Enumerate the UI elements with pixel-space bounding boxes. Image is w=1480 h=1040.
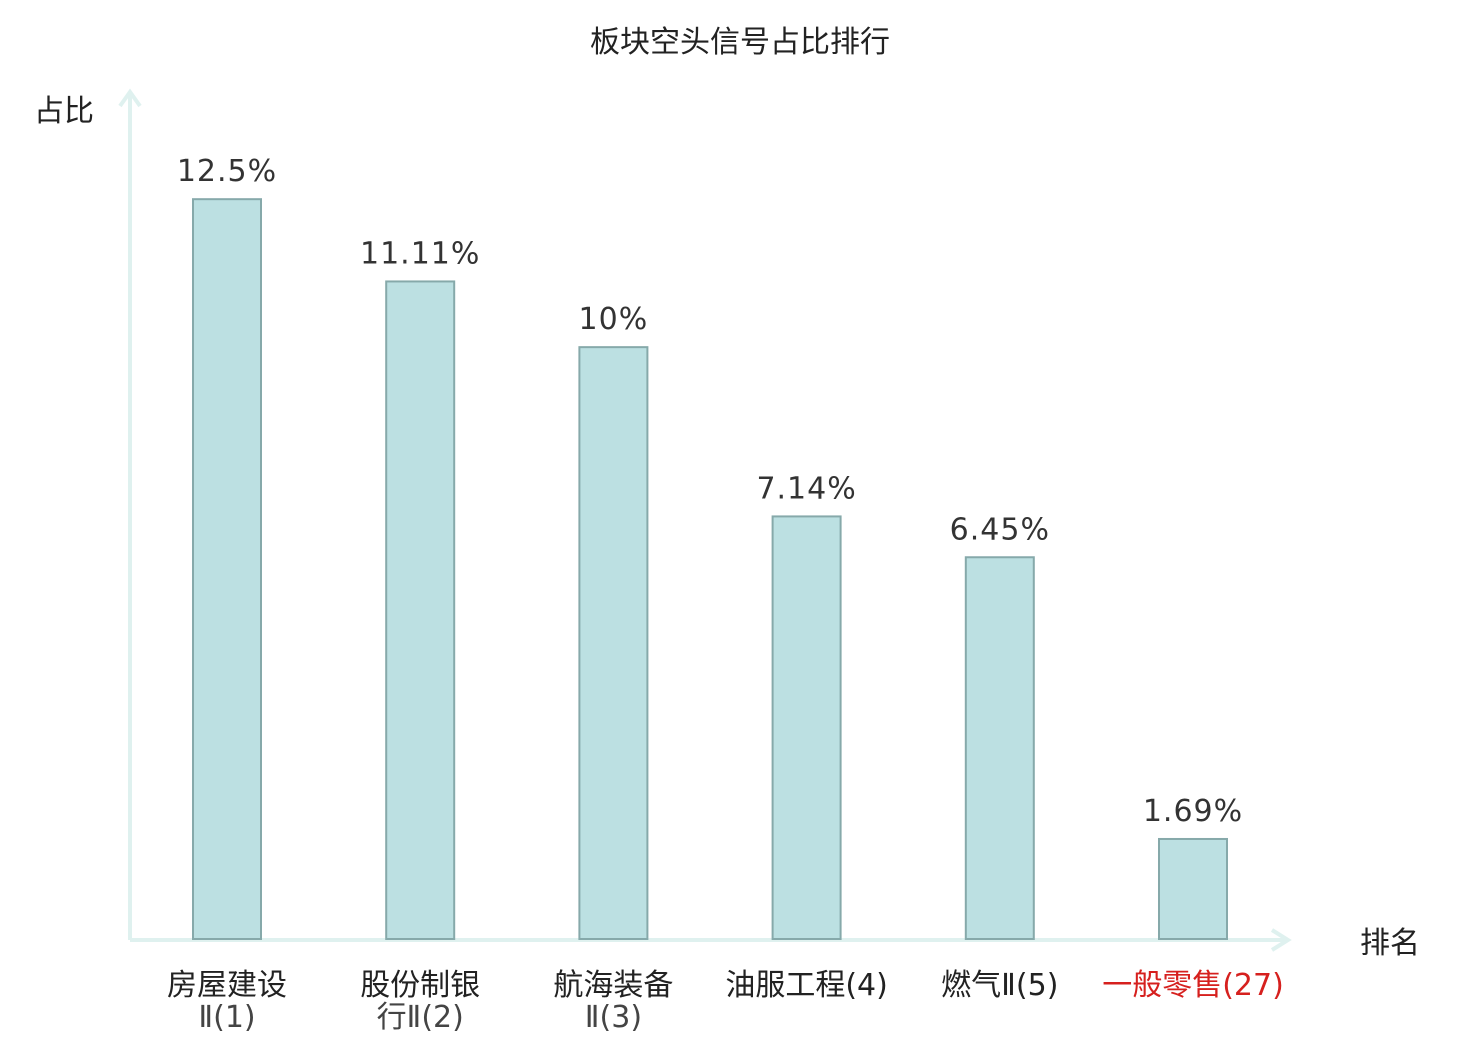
category-label-line: Ⅱ(1) (198, 1000, 255, 1035)
category-label: 燃气Ⅱ(5) (941, 968, 1058, 1003)
value-label: 6.45% (950, 512, 1050, 547)
category-label-line: Ⅱ(3) (585, 1000, 642, 1035)
value-label: 12.5% (177, 154, 277, 189)
bar (578, 346, 649, 941)
category-label-line: 航海装备 (553, 968, 673, 1003)
bar (1158, 837, 1228, 941)
value-label: 7.14% (756, 471, 856, 506)
category-label-line: 股份制银 (360, 968, 480, 1003)
category-label-line: 燃气Ⅱ(5) (941, 968, 1058, 1003)
bar (771, 515, 842, 940)
chart-title: 板块空头信号占比排行 (590, 25, 890, 60)
value-labels: 12.5% 11.11% 10% 7.14% 6.45% 1.69% (177, 154, 1243, 829)
x-axis-label: 排名 (1360, 926, 1420, 961)
y-axis (118, 88, 142, 940)
bar (385, 280, 456, 941)
bar (964, 556, 1035, 940)
category-label-line: 油服工程(4) (725, 968, 888, 1003)
category-label-line: 房屋建设 (167, 968, 287, 1003)
value-label: 11.11% (360, 236, 480, 271)
category-label-line: 一般零售(27) (1102, 968, 1284, 1003)
y-axis-label: 占比 (34, 94, 94, 129)
value-label: 10% (579, 302, 649, 337)
category-label: 一般零售(27) (1102, 968, 1284, 1003)
bar (192, 198, 262, 940)
category-label-line: 行Ⅱ(2) (377, 1000, 464, 1035)
x-axis (130, 928, 1292, 952)
value-label: 1.69% (1143, 794, 1243, 829)
bars (192, 198, 1228, 941)
category-label: 油服工程(4) (725, 968, 888, 1003)
